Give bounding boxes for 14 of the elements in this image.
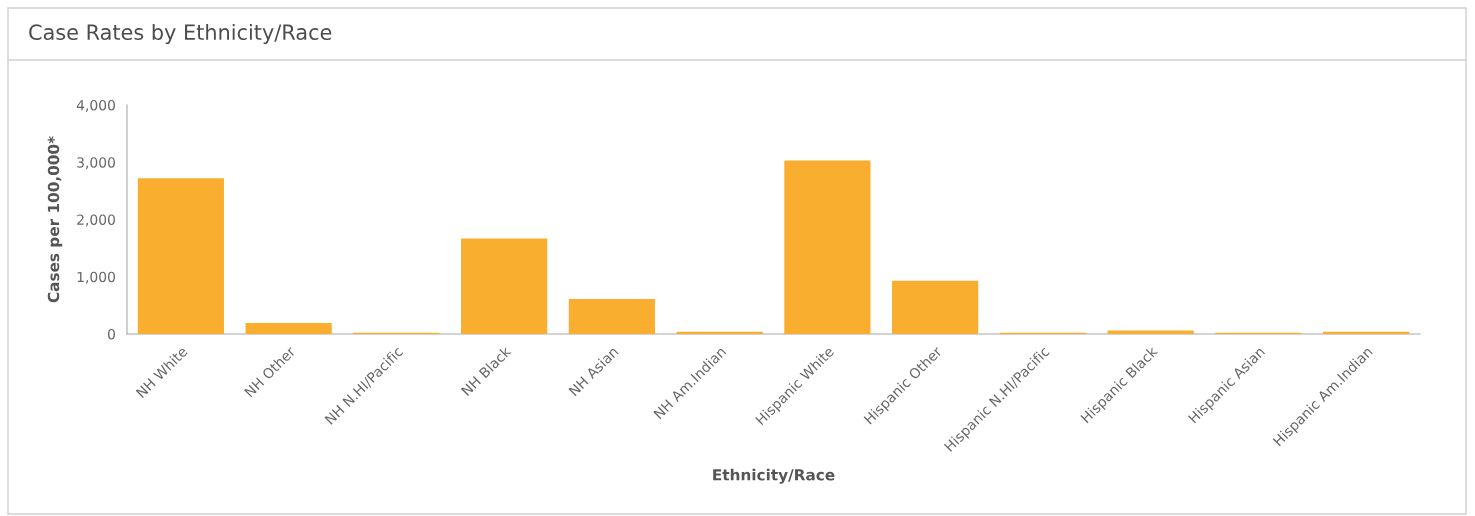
bar [568, 299, 655, 334]
y-tick-label: 2,000 [77, 214, 115, 227]
y-tick-label: 4,000 [76, 99, 115, 112]
chart-title: Case Rates by Ethnicity/Race [29, 23, 332, 45]
bar [892, 280, 979, 334]
bar [137, 178, 224, 334]
x-axis-title: Ethnicity/Race [713, 468, 835, 484]
y-tick-label: 0 [107, 328, 115, 340]
bar [461, 238, 548, 334]
y-axis-title: Cases per 100,000* [47, 136, 63, 303]
y-tick-label: 1,000 [77, 271, 115, 284]
y-tick-label: 3,000 [77, 157, 115, 170]
bar [245, 323, 332, 334]
bar [784, 160, 871, 334]
